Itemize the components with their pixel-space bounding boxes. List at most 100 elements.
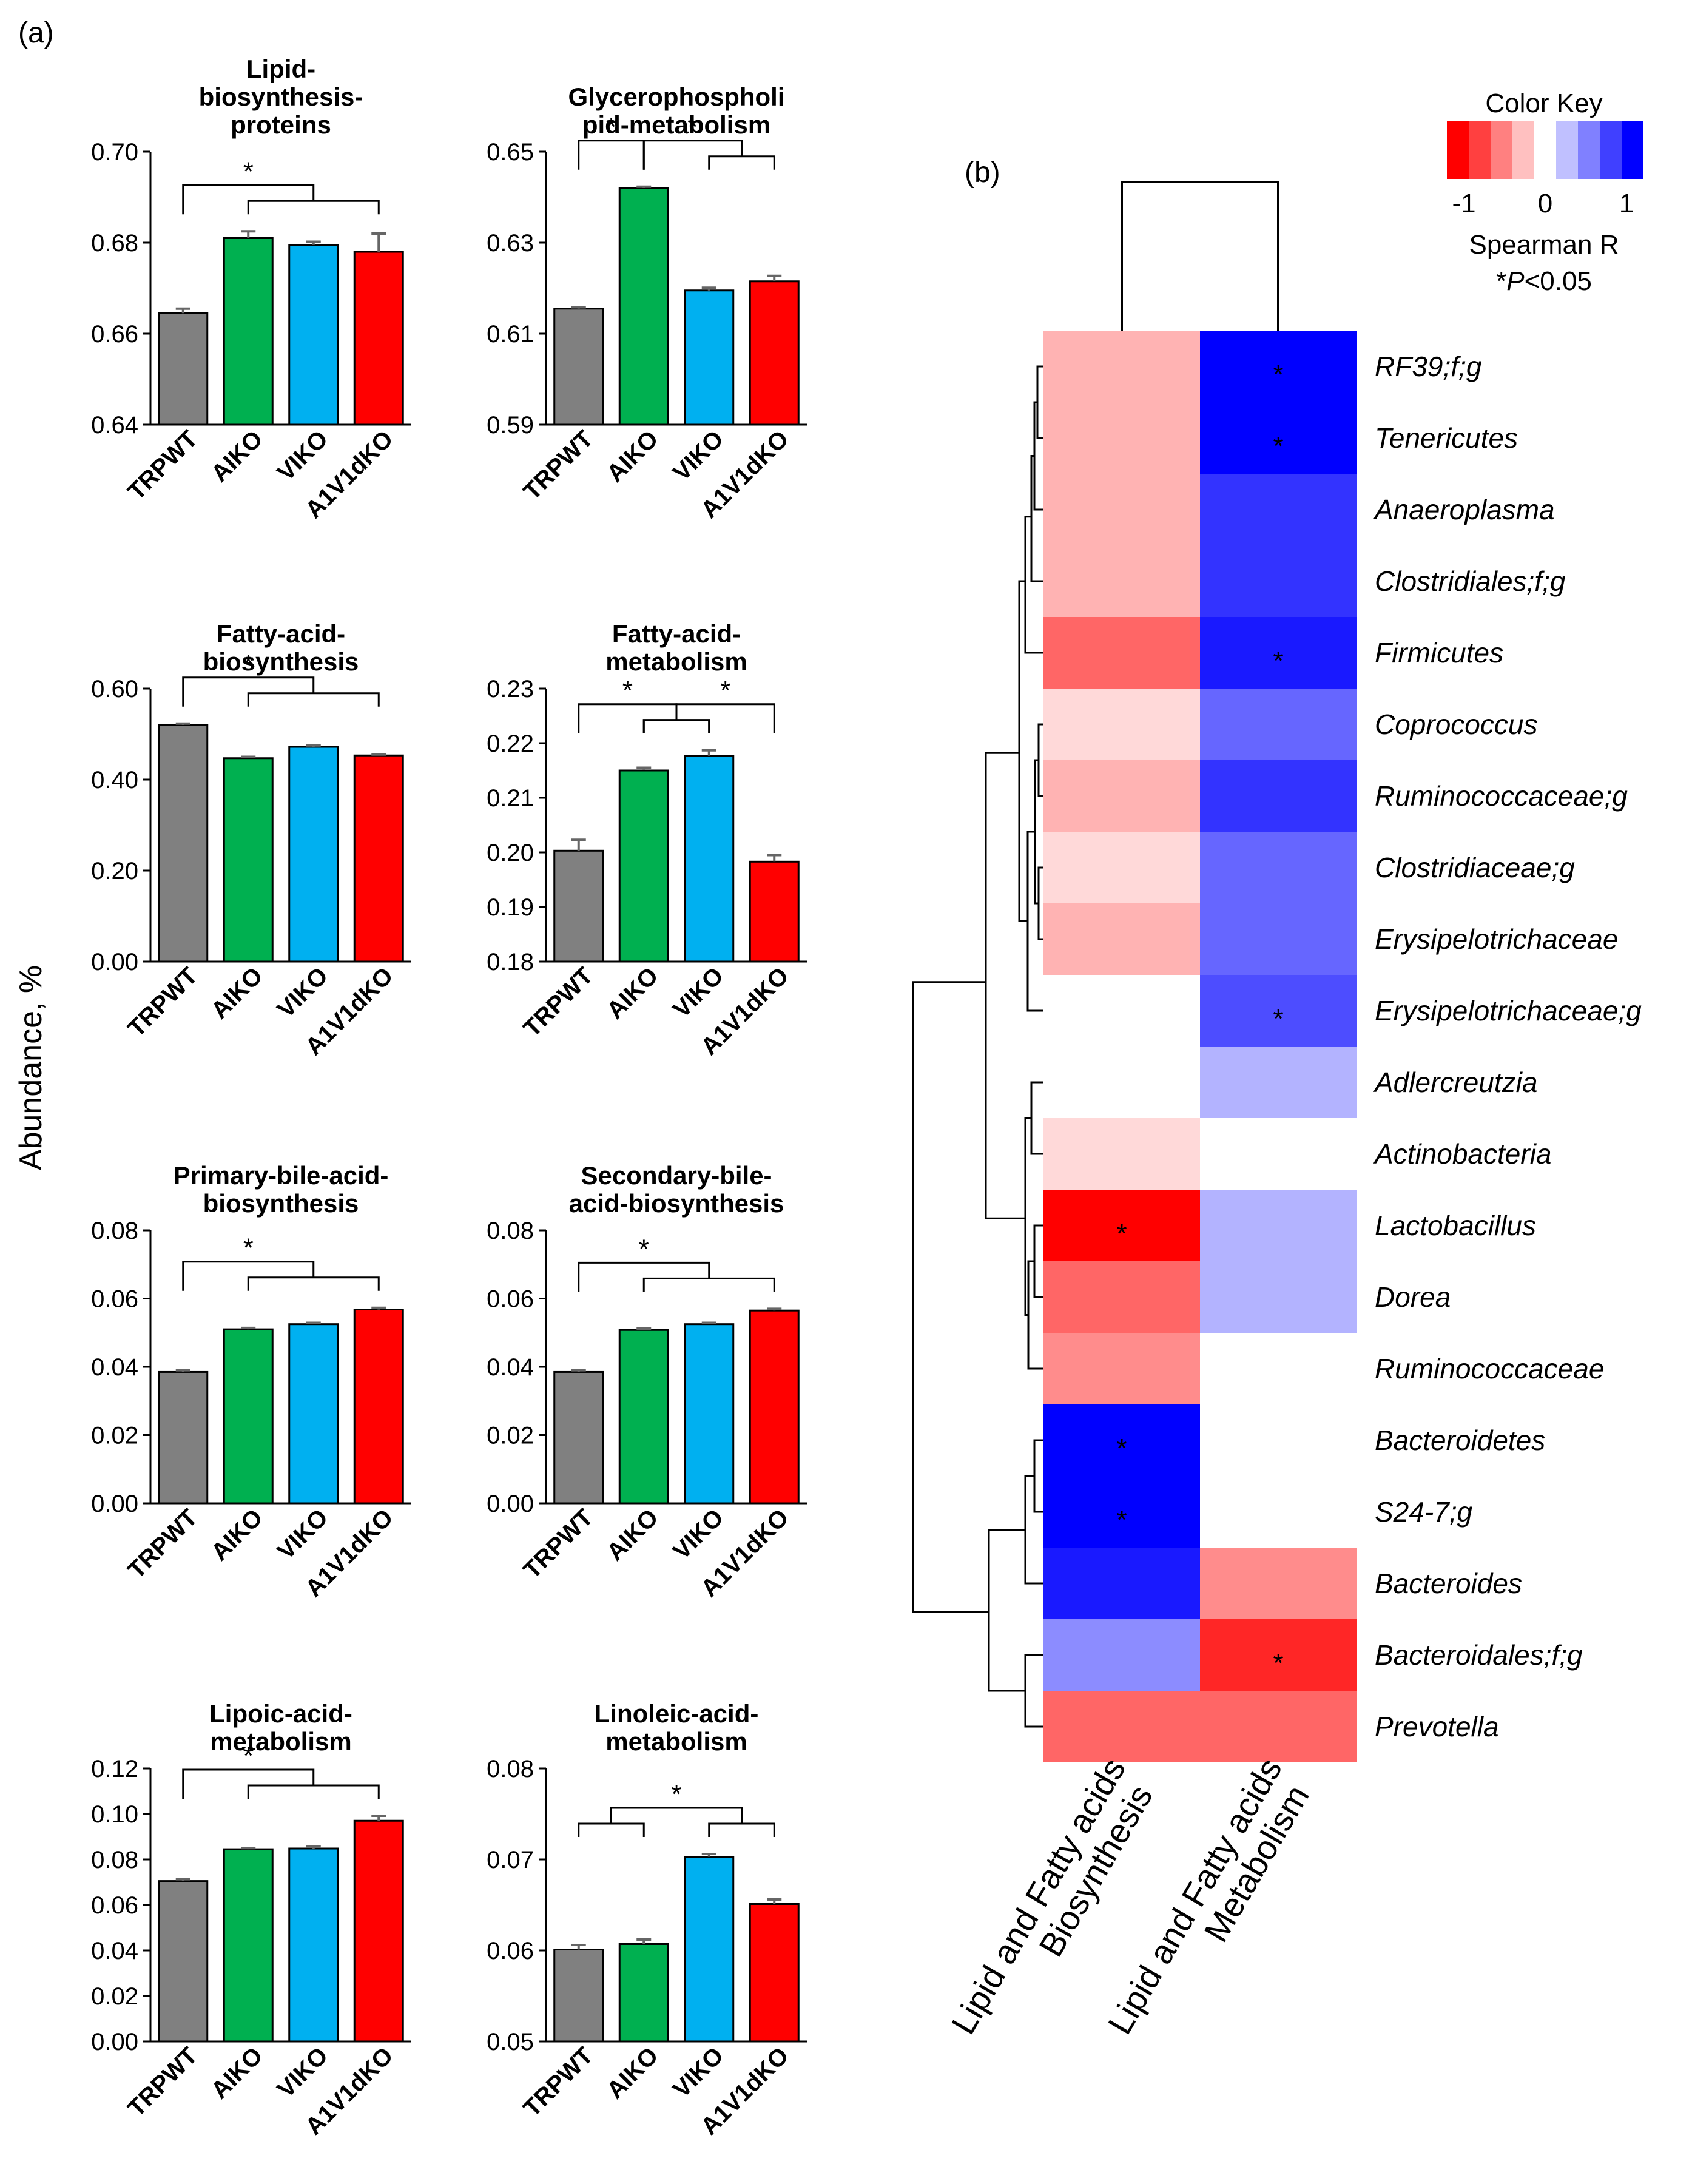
significance-sub-bracket [578,1822,645,1837]
x-category-label: AIKO [602,962,664,1024]
row-dendrogram-branch [1030,1081,1043,1155]
y-tick-label: 0.04 [91,1938,138,1964]
heatmap-cell [1043,1190,1200,1261]
chart-title: Fatty-acid- [612,619,741,648]
significance-bracket [578,140,645,170]
heatmap-cell [1043,545,1200,617]
heatmap-row-label: Bacteroidetes [1375,1424,1545,1456]
y-tick-label: 0.00 [487,1491,534,1517]
bar-VIKO [288,244,339,426]
y-tick-label: 0.60 [91,676,138,703]
chart-title: metabolism [605,1727,747,1756]
color-key-tick: 1 [1619,189,1634,218]
heatmap-cell [1043,1118,1200,1190]
bar-chart-5: Secondary-bile-acid-biosynthesis 0.00 0.02… [487,1161,807,1602]
y-tick-label: 0.08 [487,1756,534,1782]
significance-sub-bracket [708,1822,775,1837]
x-category-label: AIKO [602,2042,664,2104]
heatmap-cell [1043,402,1200,474]
bar-VIKO [288,746,339,963]
heatmap-row-label: Firmicutes [1375,637,1503,669]
significance-star: * [622,676,633,706]
x-category-label: VIKO [668,1504,729,1565]
heatmap-row-label: Adlercreutzia [1373,1067,1537,1098]
bar-chart-2: Fatty-acid-biosynthesis0.000.200.400.60T… [91,619,411,1060]
heatmap-cell [1200,1261,1357,1333]
bar-AIKO [223,1848,274,2043]
x-category-label: VIKO [272,2042,333,2103]
heatmap-row-label: Lactobacillus [1375,1210,1536,1241]
heatmap-row-label: Coprococcus [1375,709,1537,740]
note-p: P [1506,266,1525,296]
y-tick-label: 0.70 [91,139,138,166]
heatmap-row-label: Prevotella [1375,1711,1499,1742]
y-tick-label: 0.04 [487,1354,534,1381]
y-tick-label: 0.22 [487,730,534,757]
y-tick-label: 0.23 [487,676,534,703]
heatmap-row-label: RF39;f;g [1375,351,1482,382]
y-tick-label: 0.02 [91,1983,138,2010]
y-tick-label: 0.12 [91,1756,138,1782]
y-tick-label: 0.19 [487,894,534,921]
color-key-swatch [1447,121,1469,179]
y-tick-label: 0.08 [91,1847,138,1873]
heatmap-cell [1043,1404,1200,1476]
heatmap-row-label: Clostridiales;f;g [1375,565,1566,597]
significance-bracket [610,1807,743,1824]
heatmap-cell [1200,689,1357,760]
x-category-label: AIKO [602,1504,664,1566]
significance-star: * [639,1234,649,1264]
heatmap-significance-star: * [1273,360,1283,389]
x-category-label: VIKO [272,425,333,486]
heatmap-row-label: Actinobacteria [1373,1138,1552,1170]
heatmap-cell [1200,832,1357,903]
bar-TRPWT [158,1880,209,2043]
significance-sub-bracket [247,1784,380,1799]
row-dendrogram-branch [1024,1117,1031,1316]
heatmap-significance-star: * [1273,1648,1283,1678]
row-dendrogram-branch [1037,866,1043,940]
heatmap-significance-star: * [1116,1434,1127,1463]
bar-VIKO [288,1323,339,1505]
significance-bracket [675,703,775,733]
significance-bracket [182,1261,315,1291]
heatmap-cell [1043,1548,1200,1619]
significance-bracket [578,1261,710,1292]
heatmap-row-label: Anaeroplasma [1373,494,1555,525]
y-tick-label: 0.06 [91,1286,138,1313]
heatmap-cell [1043,617,1200,689]
color-key-tick: -1 [1452,189,1475,218]
bar-VIKO [684,289,735,426]
y-tick-label: 0.66 [91,321,138,348]
significance-bracket [182,1768,315,1799]
bar-AIKO [618,1329,669,1505]
note-prefix: * [1496,266,1506,296]
heatmap-significance-star: * [1116,1505,1127,1535]
chart-title: proteins [231,110,331,139]
bar-VIKO [684,755,735,963]
y-tick-label: 0.18 [487,949,534,976]
heatmap-cell [1200,331,1357,402]
y-tick-label: 0.00 [91,2029,138,2055]
bar-TRPWT [158,1370,209,1505]
heatmap-cell [1200,617,1357,689]
x-category-label: AIKO [206,962,268,1024]
bar-VIKO [684,1323,735,1505]
heatmap-cell [1200,1046,1357,1118]
color-key-swatch [1578,121,1600,179]
row-dendrogram-branch [1033,1224,1043,1298]
row-dendrogram-branch [1027,1260,1043,1370]
significance-sub-bracket [247,200,380,215]
chart-title: Lipoic-acid- [209,1699,352,1728]
y-tick-label: 0.05 [487,2029,534,2055]
heatmap-significance-star: * [1116,1219,1127,1249]
y-tick-label: 0.02 [487,1423,534,1449]
chart-title: acid-biosynthesis [569,1189,784,1218]
chart-title: biosynthesis [203,1189,359,1218]
significance-star: * [243,649,254,679]
color-key-swatch [1469,121,1491,179]
bar-chart-4: Primary-bile-acid-biosynthesis 0.00 0.02 0.… [91,1161,411,1602]
heatmap-row-label: Erysipelotrichaceae [1375,923,1618,955]
heatmap-cell [1200,903,1357,975]
y-tick-label: 0.06 [91,1892,138,1919]
